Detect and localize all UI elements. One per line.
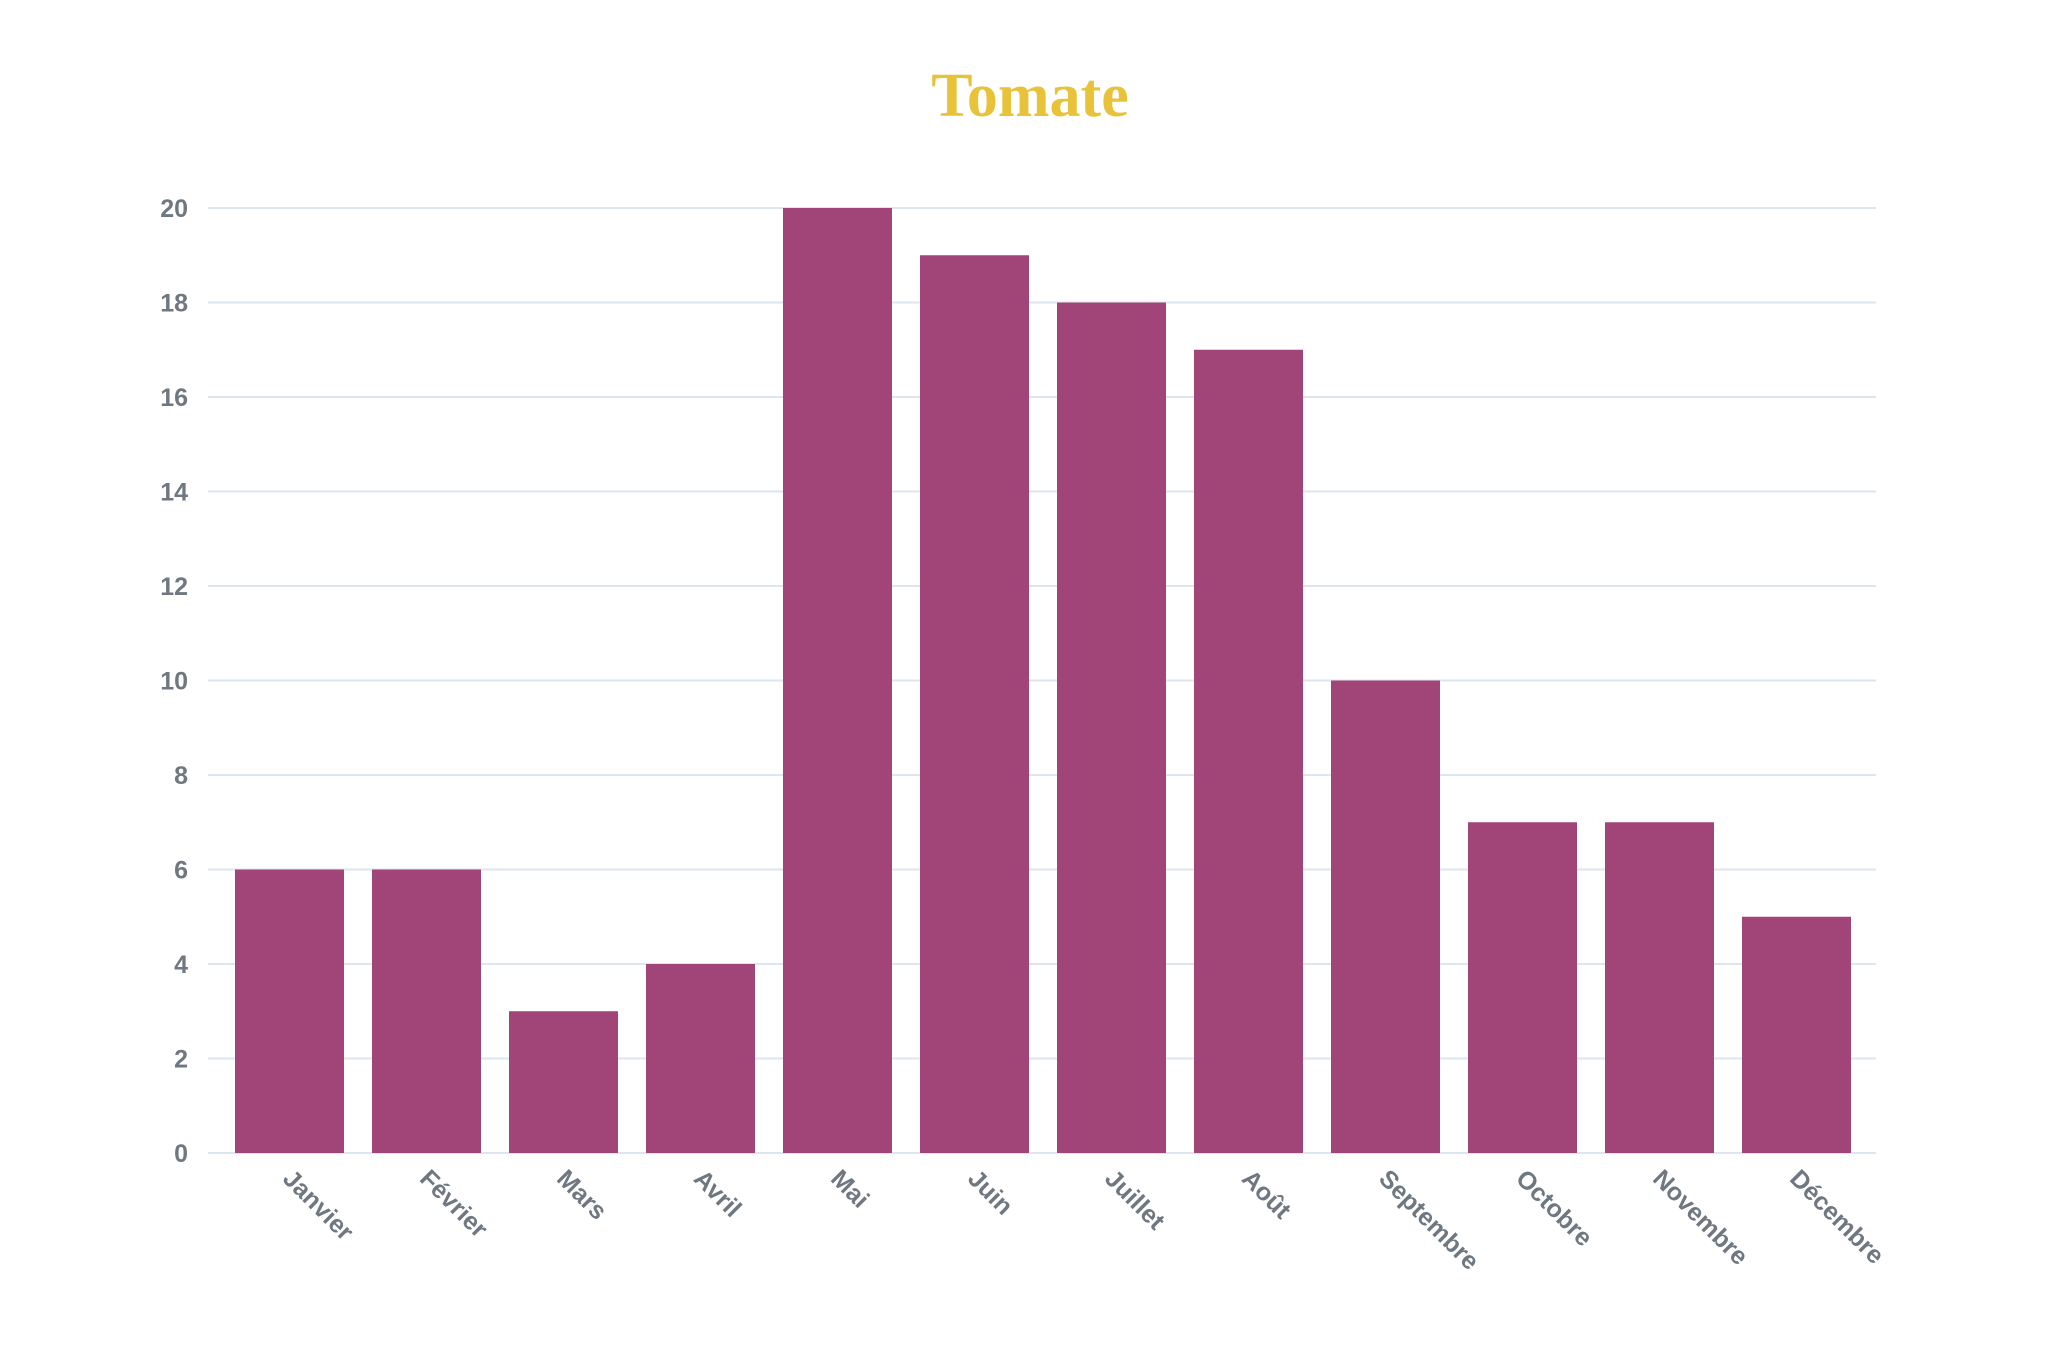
x-tick-label-3: Avril [688,1164,746,1222]
bar-8 [1331,680,1440,1153]
x-tick-label-7: Août [1236,1164,1297,1225]
x-tick-label-5: Juin [962,1164,1018,1220]
x-tick-label-1: Février [414,1164,493,1243]
y-tick-label-20: 20 [160,195,188,223]
bars [235,208,1851,1153]
bar-2 [509,1011,618,1153]
y-tick-label-12: 12 [160,573,188,601]
x-axis-tick-labels: Janvier Février Mars Avril Mai Juin Juillet Aoû… [277,1164,1889,1275]
bar-3 [646,964,755,1153]
bar-11 [1742,916,1851,1153]
x-tick-label-11: Décembre [1784,1164,1889,1269]
y-axis-tick-labels: 0 2 4 6 8 10 12 14 16 18 20 [160,195,188,1168]
y-tick-label-0: 0 [174,1140,188,1168]
x-tick-label-2: Mars [551,1164,612,1225]
x-tick-label-8: Septembre [1373,1164,1484,1275]
gridlines [208,207,1876,1154]
x-tick-label-6: Juillet [1099,1164,1170,1235]
bar-7 [1194,349,1303,1153]
y-tick-label-18: 18 [160,290,188,318]
bar-0 [235,869,344,1153]
bar-6 [1057,302,1166,1153]
bar-5 [920,255,1029,1153]
x-tick-label-9: Octobre [1510,1164,1598,1252]
x-tick-label-0: Janvier [277,1164,359,1246]
y-tick-label-4: 4 [174,951,188,979]
y-tick-label-8: 8 [174,762,188,790]
y-tick-label-10: 10 [160,668,188,696]
bar-10 [1605,822,1714,1153]
y-tick-label-2: 2 [174,1046,188,1074]
bar-4 [783,208,892,1153]
chart-title: Tomate [931,62,1129,130]
y-tick-label-16: 16 [160,384,188,412]
x-tick-label-10: Novembre [1647,1164,1753,1270]
bar-1 [372,869,481,1153]
x-tick-label-4: Mai [825,1164,874,1213]
y-tick-label-6: 6 [174,857,188,885]
y-tick-label-14: 14 [160,479,188,507]
bar-9 [1468,822,1577,1153]
